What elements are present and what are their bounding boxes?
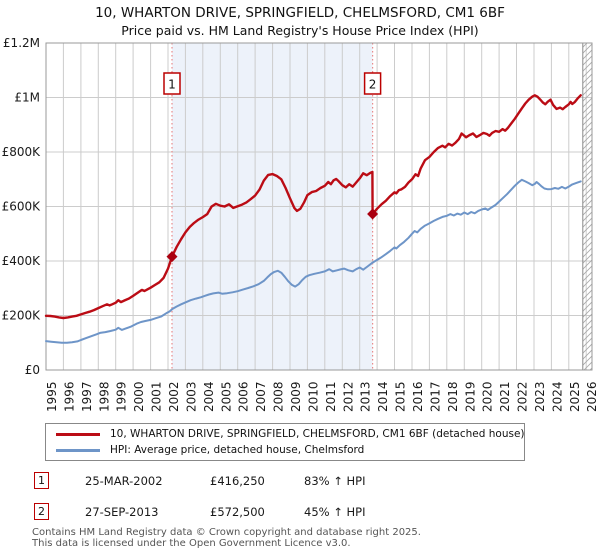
x-tick-label: 2014 [376, 381, 390, 412]
legend-row-property: 10, WHARTON DRIVE, SPRINGFIELD, CHELMSFO… [56, 428, 525, 440]
sale-1-hpi-delta: 83% ↑ HPI [304, 474, 366, 488]
x-tick-label: 2016 [411, 381, 425, 412]
x-tick-label: 2024 [550, 381, 564, 412]
price-chart: 1 2 £0 £200K £400K £600K £800K £1M £1.2M 1995 1996… [2, 36, 600, 412]
sale-2-number-label: 2 [369, 78, 377, 92]
sale-2-marker [367, 208, 379, 220]
x-tick-label: 2002 [167, 381, 181, 412]
x-tick-label: 2000 [132, 381, 146, 412]
x-tick-label: 2009 [289, 381, 303, 412]
y-tick-label: £400K [2, 254, 42, 268]
x-tick-label: 2020 [481, 381, 495, 412]
y-tick-label: £200K [2, 309, 42, 323]
y-tick-label: £1M [14, 91, 40, 105]
y-tick-label: £1.2M [3, 36, 40, 50]
sale-2-hpi-delta: 45% ↑ HPI [304, 505, 366, 519]
sale-2-date: 27-SEP-2013 [85, 505, 159, 519]
y-tick-label: £0 [25, 363, 40, 377]
footer-line-1: Contains HM Land Registry data © Crown c… [32, 527, 421, 538]
sale-1-date: 25-MAR-2002 [85, 474, 163, 488]
x-tick-label: 2026 [585, 381, 599, 412]
property-line-swatch [56, 432, 100, 436]
price-paid-hpi-indexed-line [44, 94, 582, 320]
x-tick-label: 1997 [80, 381, 94, 412]
sale-annotation-row-2: 2 27-SEP-2013 £572,500 45% ↑ HPI [34, 503, 594, 522]
footer-line-2: This data is licensed under the Open Gov… [32, 537, 351, 549]
hpi-line-swatch [56, 448, 100, 452]
sale-2-number-box [363, 72, 382, 95]
x-tick-label: 2015 [394, 381, 408, 412]
sale-2-number-badge: 2 [34, 503, 49, 520]
x-tick-label: 2012 [341, 381, 355, 412]
x-tick-label: 2011 [324, 381, 338, 412]
chart-legend: 10, WHARTON DRIVE, SPRINGFIELD, CHELMSFO… [45, 423, 525, 461]
sale-2-price: £572,500 [210, 505, 265, 519]
x-tick-label: 2017 [428, 381, 442, 412]
x-tick-label: 2007 [254, 381, 268, 412]
plot-frame [45, 42, 593, 371]
x-tick-label: 2004 [202, 381, 216, 412]
x-tick-label: 2013 [359, 381, 373, 412]
x-tick-label: 2018 [446, 381, 460, 412]
y-tick-label: £800K [2, 145, 42, 159]
x-tick-label: 2003 [184, 381, 198, 412]
sale-1-number-label: 1 [168, 78, 176, 92]
x-tick-label: 2021 [498, 381, 512, 412]
sale-1-price: £416,250 [210, 474, 265, 488]
page-title: 10, WHARTON DRIVE, SPRINGFIELD, CHELMSFO… [95, 5, 505, 21]
page-subtitle: Price paid vs. HM Land Registry's House … [121, 23, 479, 38]
hpi-average-detached-chelmsford-line [45, 178, 582, 344]
x-tick-label: 2023 [533, 381, 547, 412]
legend-label-property: 10, WHARTON DRIVE, SPRINGFIELD, CHELMSFO… [110, 428, 525, 440]
x-tick-label: 1998 [97, 381, 111, 412]
x-tick-label: 2008 [272, 381, 286, 412]
legend-row-hpi: HPI: Average price, detached house, Chel… [56, 444, 524, 456]
x-tick-label: 2005 [219, 381, 233, 412]
y-tick-label: £600K [2, 200, 42, 214]
x-tick-label: 2006 [237, 381, 251, 412]
legend-label-hpi: HPI: Average price, detached house, Chel… [110, 444, 365, 456]
x-tick-label: 2019 [463, 381, 477, 412]
sale-annotation-row-1: 1 25-MAR-2002 £416,250 83% ↑ HPI [34, 472, 594, 491]
x-tick-label: 1996 [62, 381, 76, 412]
sale-1-number-badge: 1 [34, 472, 49, 489]
x-tick-label: 2001 [150, 381, 164, 412]
license-footer: Contains HM Land Registry data © Crown c… [32, 527, 421, 549]
sale-1-number-box [163, 72, 181, 95]
x-tick-label: 2010 [306, 381, 320, 412]
sale-1-marker [166, 251, 178, 263]
x-tick-label: 1995 [45, 381, 59, 412]
x-tick-label: 1999 [115, 381, 129, 412]
future-hatch-region [582, 43, 592, 370]
x-tick-label: 2022 [516, 381, 530, 412]
x-tick-label: 2025 [568, 381, 582, 412]
